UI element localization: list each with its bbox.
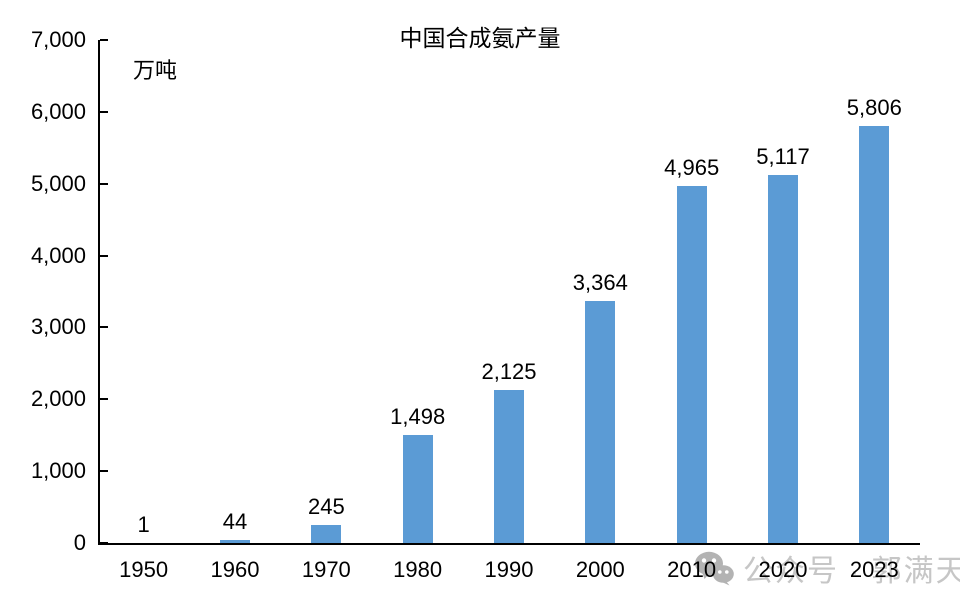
x-label-2010: 2010 [667,557,717,582]
value-label-2023: 5,806 [846,94,902,120]
x-axis-line [98,543,920,545]
x-label-1990: 1990 [484,557,534,582]
watermark-text: 公众号 · 郭满天 [743,555,960,588]
y-tick-label: 2,000 [30,386,86,412]
value-label-1990: 2,125 [481,359,537,385]
y-tick-mark [100,110,108,113]
watermark: 公众号 · 郭满天 [694,546,960,590]
x-label-1980: 1980 [393,557,443,582]
y-tick-mark [100,254,108,257]
y-tick-label: 5,000 [30,170,86,196]
x-label-1950: 1950 [119,557,169,582]
y-tick-mark [100,398,108,401]
bar-1970 [311,525,342,543]
value-label-1950: 1 [137,511,150,537]
value-label-1980: 1,498 [390,404,446,430]
x-label-2020: 2020 [758,557,808,582]
y-tick-mark [100,182,108,185]
bar-2010 [676,186,707,543]
y-tick-label: 7,000 [30,27,86,52]
x-label-2023: 2023 [849,557,899,582]
x-label-1970: 1970 [301,557,351,582]
bar-1990 [494,390,524,543]
y-tick-mark [100,470,108,473]
value-label-2010: 4,965 [664,155,720,181]
y-tick-label: 3,000 [30,314,86,340]
x-label-1960: 1960 [210,557,260,582]
value-label-2000: 3,364 [572,270,628,296]
value-label-2020: 5,117 [756,144,810,170]
bar-1980 [402,435,433,543]
bar-2020 [768,175,798,543]
wechat-icon [695,551,734,585]
y-tick-label: 6,000 [30,98,86,124]
bar-2000 [585,301,616,543]
value-label-1970: 245 [307,494,345,520]
y-tick-label: 1,000 [30,458,86,484]
bar-1960 [220,539,250,543]
chart-title: 中国合成氨产量 [399,26,561,51]
x-label-2000: 2000 [575,557,625,582]
y-axis-line [98,40,100,545]
y-axis-unit-label: 万吨 [133,58,178,83]
y-tick-mark [100,326,108,329]
y-tick-label: 0 [73,530,86,555]
bar-2023 [859,125,890,543]
value-label-1960: 44 [222,508,248,534]
y-tick-mark [100,39,108,41]
y-tick-label: 4,000 [30,242,86,268]
